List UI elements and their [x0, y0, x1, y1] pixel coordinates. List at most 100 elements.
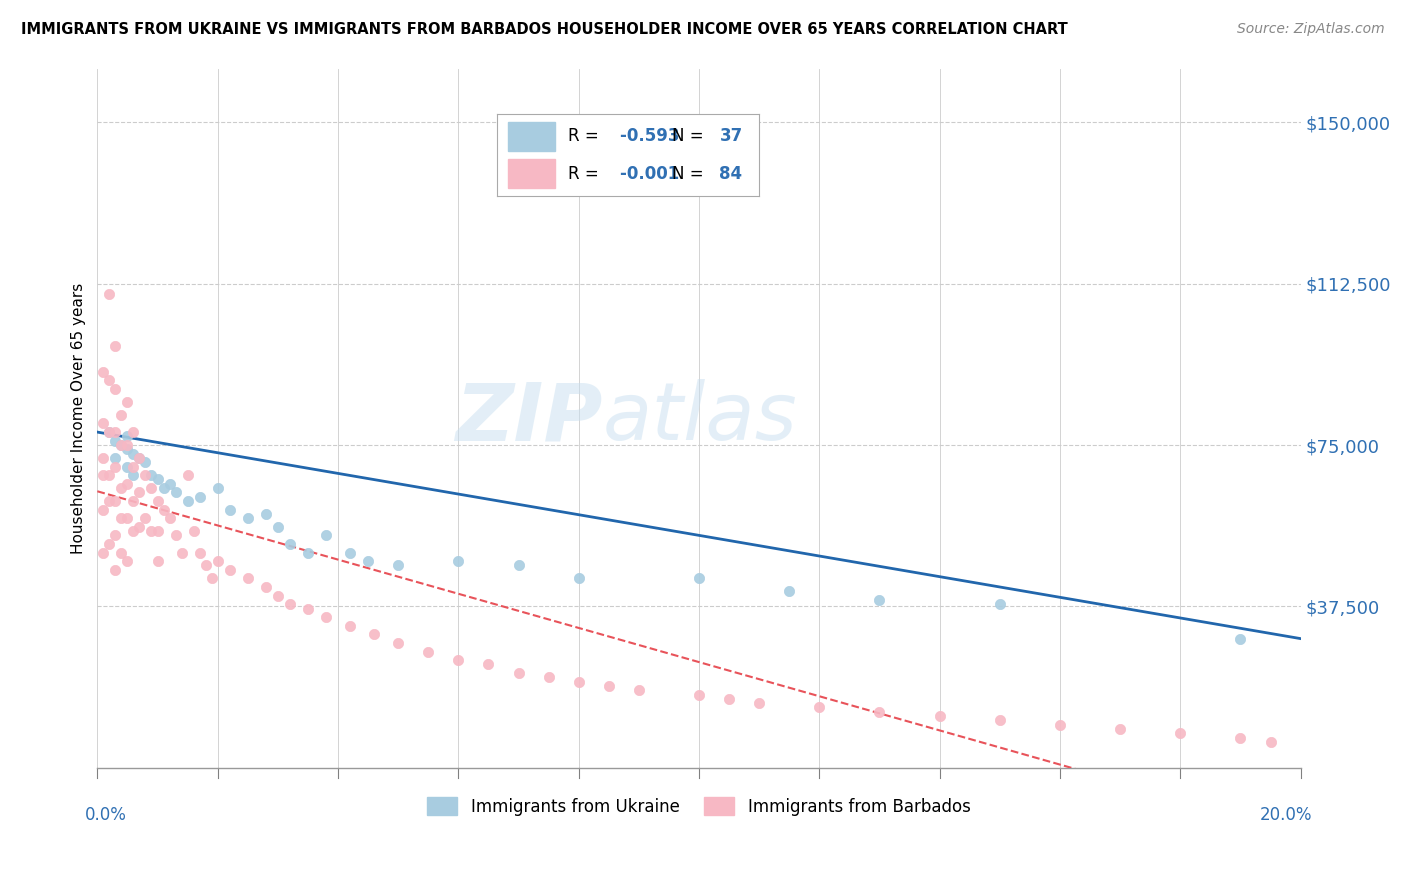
- Point: [418, 644, 440, 658]
- Point: [152, 481, 174, 495]
- Point: [110, 408, 132, 422]
- Point: [207, 554, 229, 568]
- Text: 0.0%: 0.0%: [86, 806, 127, 824]
- Point: [537, 670, 560, 684]
- Point: [93, 417, 115, 431]
- Point: [146, 494, 169, 508]
- Point: [218, 563, 240, 577]
- Legend: Immigrants from Ukraine, Immigrants from Barbados: Immigrants from Ukraine, Immigrants from…: [420, 791, 977, 822]
- Y-axis label: Householder Income Over 65 years: Householder Income Over 65 years: [72, 283, 86, 554]
- Point: [688, 571, 710, 585]
- Point: [447, 554, 470, 568]
- Point: [110, 545, 132, 559]
- Point: [110, 438, 132, 452]
- Point: [93, 365, 115, 379]
- Point: [104, 494, 127, 508]
- Point: [267, 589, 290, 603]
- Text: Source: ZipAtlas.com: Source: ZipAtlas.com: [1237, 22, 1385, 37]
- Point: [1049, 717, 1071, 731]
- Point: [207, 481, 229, 495]
- Point: [165, 485, 187, 500]
- Point: [236, 511, 259, 525]
- Text: atlas: atlas: [603, 379, 797, 457]
- Text: N =: N =: [672, 165, 709, 183]
- Point: [315, 610, 337, 624]
- Point: [93, 468, 115, 483]
- Point: [104, 339, 127, 353]
- Point: [110, 481, 132, 495]
- Bar: [508, 122, 555, 151]
- Point: [1229, 731, 1251, 745]
- Point: [134, 468, 156, 483]
- Point: [110, 438, 132, 452]
- Point: [508, 558, 530, 573]
- Point: [278, 597, 301, 611]
- Point: [128, 485, 150, 500]
- Point: [128, 450, 150, 465]
- Point: [152, 502, 174, 516]
- Point: [267, 520, 290, 534]
- Point: [1109, 722, 1132, 736]
- Point: [988, 597, 1011, 611]
- Point: [183, 524, 205, 538]
- Point: [141, 481, 163, 495]
- Point: [117, 511, 139, 525]
- Point: [188, 490, 211, 504]
- Text: 84: 84: [720, 165, 742, 183]
- Point: [98, 374, 121, 388]
- Point: [627, 683, 650, 698]
- Text: -0.001: -0.001: [620, 165, 690, 183]
- Text: 37: 37: [720, 128, 742, 145]
- Text: R =: R =: [568, 165, 603, 183]
- Point: [128, 450, 150, 465]
- Point: [236, 571, 259, 585]
- Text: -0.593: -0.593: [620, 128, 692, 145]
- Point: [568, 571, 591, 585]
- Point: [117, 395, 139, 409]
- Point: [128, 520, 150, 534]
- Point: [93, 545, 115, 559]
- Point: [1229, 632, 1251, 646]
- Point: [117, 429, 139, 443]
- Point: [93, 502, 115, 516]
- Point: [141, 524, 163, 538]
- Point: [104, 434, 127, 448]
- Point: [122, 425, 145, 439]
- Text: ZIP: ZIP: [456, 379, 603, 457]
- Point: [93, 450, 115, 465]
- Point: [104, 563, 127, 577]
- Point: [254, 507, 277, 521]
- Point: [170, 545, 193, 559]
- Point: [928, 709, 950, 723]
- Point: [146, 472, 169, 486]
- Point: [477, 657, 499, 672]
- Point: [104, 425, 127, 439]
- Point: [1168, 726, 1191, 740]
- Point: [134, 511, 156, 525]
- Point: [568, 674, 591, 689]
- Point: [104, 528, 127, 542]
- Point: [254, 580, 277, 594]
- Point: [176, 494, 198, 508]
- Point: [98, 468, 121, 483]
- Text: IMMIGRANTS FROM UKRAINE VS IMMIGRANTS FROM BARBADOS HOUSEHOLDER INCOME OVER 65 Y: IMMIGRANTS FROM UKRAINE VS IMMIGRANTS FR…: [21, 22, 1067, 37]
- Point: [104, 382, 127, 396]
- Point: [176, 468, 198, 483]
- Point: [117, 476, 139, 491]
- Point: [98, 287, 121, 301]
- Point: [104, 450, 127, 465]
- Point: [508, 666, 530, 681]
- Point: [778, 584, 800, 599]
- Text: R =: R =: [568, 128, 603, 145]
- Point: [278, 537, 301, 551]
- Point: [1260, 735, 1282, 749]
- Point: [122, 447, 145, 461]
- Point: [315, 528, 337, 542]
- Point: [117, 442, 139, 457]
- Point: [159, 511, 181, 525]
- Point: [117, 554, 139, 568]
- Point: [110, 511, 132, 525]
- Point: [339, 618, 361, 632]
- Point: [387, 636, 409, 650]
- Point: [122, 524, 145, 538]
